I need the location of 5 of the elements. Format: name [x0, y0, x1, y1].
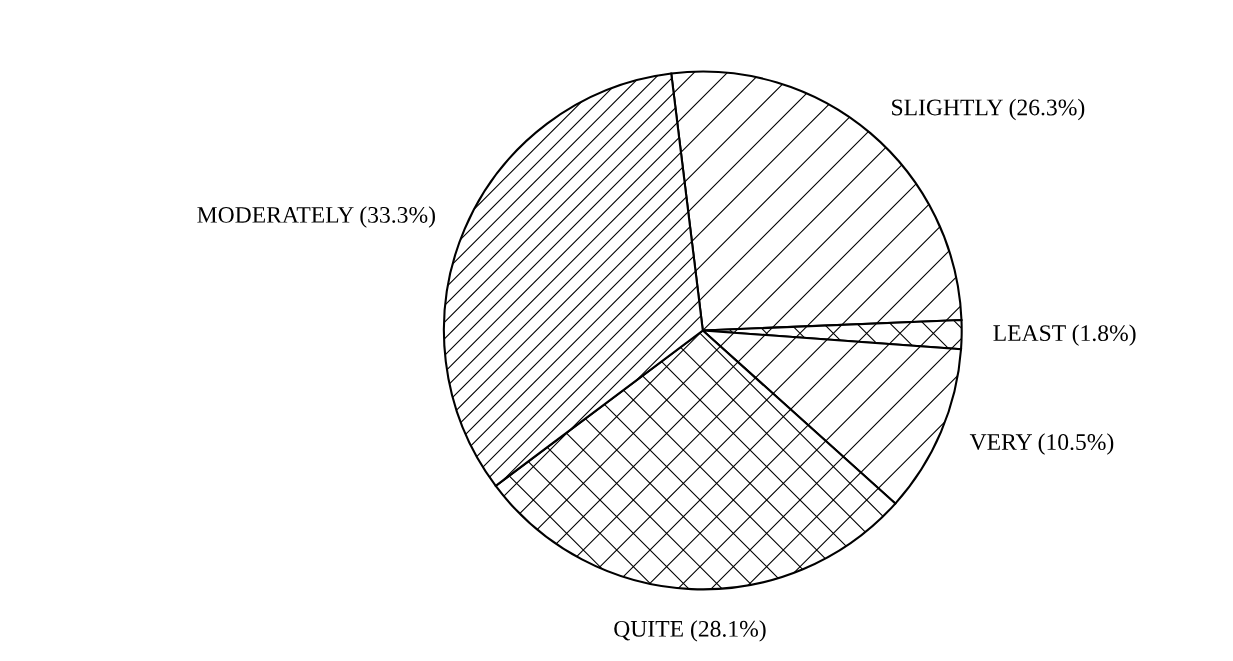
slice-label: SLIGHTLY (26.3%): [892, 98, 1085, 121]
slice-label: QUITE (28.1%): [614, 620, 766, 642]
slice-label: LEAST (1.8%): [993, 324, 1136, 346]
slice-label: VERY (10.5%): [969, 433, 1114, 455]
slice-label: MODERATELY (33.3%): [197, 206, 435, 228]
